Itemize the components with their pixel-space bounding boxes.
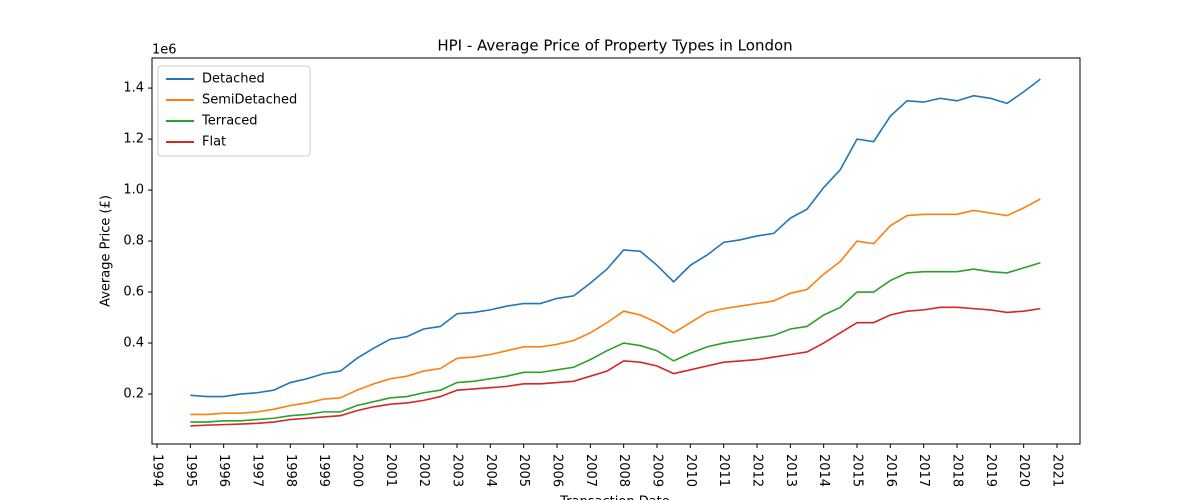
data-line <box>190 306 1041 427</box>
x-tick-label: 2005 <box>516 454 531 487</box>
chart-title: HPI - Average Price of Property Types in… <box>437 37 792 55</box>
x-tick-label: 2006 <box>550 454 565 487</box>
x-tick-label: 2007 <box>583 454 598 487</box>
legend-box <box>157 65 311 157</box>
x-tick-label: 2015 <box>850 454 865 487</box>
x-tick-label: 2012 <box>750 454 765 487</box>
y-tick-label: 1.2 <box>123 132 144 147</box>
x-tick-label: 2018 <box>950 454 965 487</box>
x-tick-label: 2017 <box>916 454 931 487</box>
x-tick-label: 2019 <box>983 454 998 487</box>
x-tick-label: 2003 <box>450 454 465 487</box>
x-tick-label: 2016 <box>883 454 898 487</box>
x-tick-label: 2001 <box>383 454 398 487</box>
x-tick-label: 2000 <box>350 454 365 487</box>
x-tick-label: 1997 <box>250 454 265 487</box>
y-tick-label: 1.0 <box>123 183 144 198</box>
x-tick-label: 2002 <box>416 454 431 487</box>
x-tick-label: 2013 <box>783 454 798 487</box>
x-tick-label: 1998 <box>283 454 298 487</box>
legend-label: Terraced <box>201 114 258 129</box>
legend-label: Detached <box>202 72 265 87</box>
x-tick-label: 2009 <box>650 454 665 487</box>
x-tick-label: 2021 <box>1050 454 1065 487</box>
x-tick-label: 2020 <box>1016 454 1031 487</box>
y-offset-label: 1e6 <box>152 43 177 58</box>
x-tick-label: 1995 <box>183 454 198 487</box>
x-tick-label: 2011 <box>716 454 731 487</box>
x-tick-label: 1994 <box>150 454 165 487</box>
x-tick-label: 1996 <box>216 454 231 487</box>
plot-frame <box>151 57 1081 445</box>
x-tick-label: 2010 <box>683 454 698 487</box>
y-axis-label: Average Price (£) <box>99 195 114 307</box>
data-line <box>190 261 1041 423</box>
legend-label: Flat <box>202 135 226 150</box>
x-tick-label: 2004 <box>483 454 498 487</box>
y-tick-label: 0.8 <box>123 234 144 249</box>
y-tick-label: 0.6 <box>123 285 144 300</box>
data-line <box>190 78 1041 398</box>
y-tick-label: 0.2 <box>123 387 144 402</box>
y-tick-label: 1.4 <box>123 81 144 96</box>
legend-label: SemiDetached <box>202 93 297 108</box>
x-axis-label: Transaction Date <box>559 495 670 500</box>
x-tick-label: 2014 <box>816 454 831 487</box>
x-tick-label: 1999 <box>316 454 331 487</box>
y-tick-label: 0.4 <box>123 336 144 351</box>
x-tick-label: 2008 <box>616 454 631 487</box>
data-line <box>190 198 1041 416</box>
